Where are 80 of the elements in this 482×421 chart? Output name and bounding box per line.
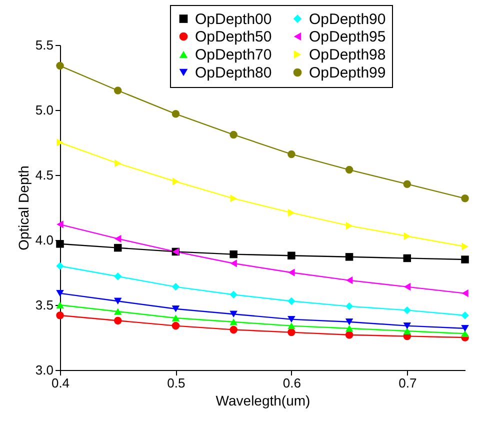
point: [230, 326, 238, 334]
point: [172, 306, 180, 312]
point: [404, 232, 410, 240]
point: [114, 159, 122, 168]
point: [230, 310, 238, 318]
point: [288, 316, 296, 323]
point: [462, 289, 468, 298]
legend-label: OpDepth90: [309, 10, 386, 28]
legend-label: OpDepth00: [195, 10, 272, 28]
legend-label: OpDepth99: [309, 64, 386, 82]
y-tick-label: 3.5: [35, 298, 54, 312]
point: [403, 322, 412, 330]
legend-label: OpDepth50: [195, 28, 272, 46]
point: [172, 282, 180, 291]
point: [461, 256, 469, 264]
point: [461, 325, 469, 332]
point: [114, 86, 122, 94]
y-tick-label: 4.0: [35, 232, 54, 248]
point: [230, 318, 238, 326]
point: [288, 150, 296, 158]
point: [288, 252, 296, 260]
point: [56, 62, 64, 70]
point: [56, 302, 64, 308]
legend-label: OpDepth98: [309, 46, 386, 64]
point: [172, 322, 180, 330]
point: [288, 268, 295, 276]
point: [345, 318, 354, 326]
legend-label: OpDepth80: [195, 64, 272, 82]
x-axis-title: Wavelegth(um): [216, 392, 310, 408]
point: [288, 322, 296, 330]
point: [403, 306, 412, 314]
y-axis-title: Optical Depth: [15, 166, 32, 250]
x-tick-label: 0.4: [51, 376, 70, 390]
y-tick-label: 5.0: [35, 102, 54, 118]
point: [461, 312, 469, 320]
point: [288, 297, 296, 305]
point: [56, 290, 64, 297]
y-tick-label: 5.5: [35, 38, 54, 52]
point: [461, 330, 469, 337]
point: [345, 302, 354, 310]
point: [462, 242, 468, 250]
point: [114, 244, 122, 252]
point: [403, 328, 412, 334]
point: [346, 222, 353, 230]
point: [288, 208, 295, 217]
point: [345, 325, 354, 332]
x-tick-label: 0.6: [282, 376, 301, 390]
point: [288, 328, 296, 336]
point: [345, 166, 354, 174]
point: [172, 314, 180, 322]
point: [403, 180, 412, 188]
point: [172, 110, 180, 118]
point: [230, 194, 237, 202]
point: [403, 254, 412, 262]
point: [345, 331, 354, 339]
point: [56, 262, 64, 270]
point: [56, 312, 64, 320]
y-tick-label: 3.0: [35, 362, 54, 378]
point: [230, 290, 238, 298]
point: [230, 260, 237, 268]
point: [114, 298, 122, 304]
point: [56, 138, 64, 146]
point: [114, 272, 122, 280]
point: [56, 240, 64, 248]
point: [172, 178, 180, 186]
point: [114, 308, 122, 315]
point: [114, 316, 122, 324]
point: [114, 234, 122, 243]
point: [345, 253, 354, 261]
legend-label: OpDepth95: [309, 28, 386, 46]
y-tick-label: 4.5: [35, 168, 54, 182]
x-tick-label: 0.7: [398, 376, 417, 390]
point: [230, 130, 238, 139]
x-tick-label: 0.5: [167, 376, 186, 390]
point: [404, 282, 410, 291]
point: [230, 250, 238, 258]
point: [461, 194, 469, 202]
point: [346, 276, 353, 284]
legend-label: OpDepth70: [195, 46, 272, 64]
point: [56, 220, 64, 228]
